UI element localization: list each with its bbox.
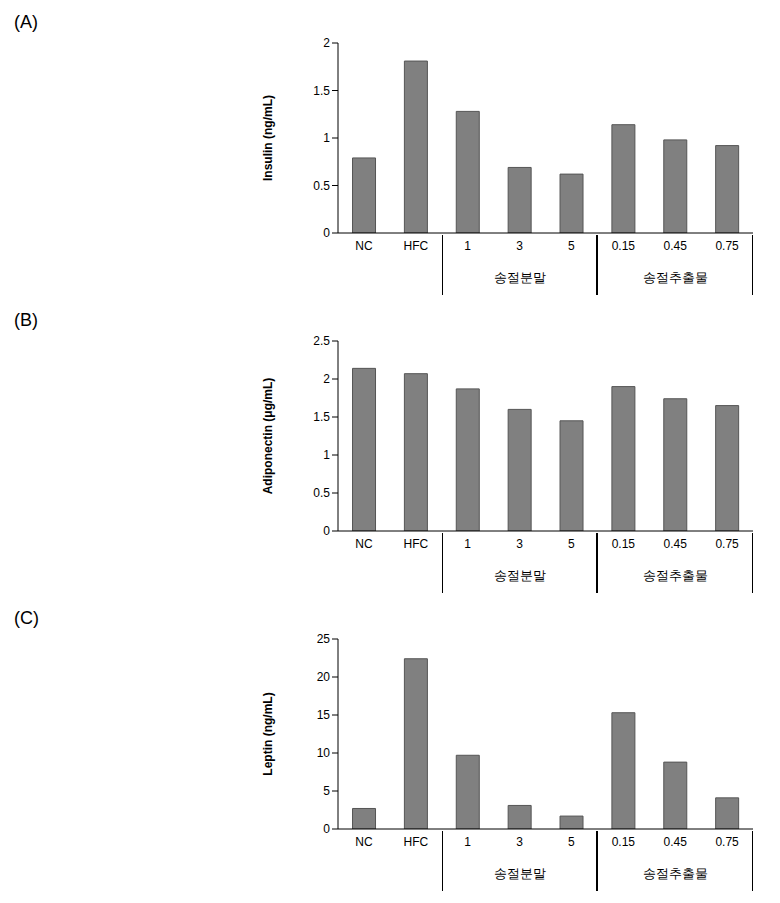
svg-text:10: 10 <box>317 746 331 760</box>
svg-text:Leptin (ng/mL): Leptin (ng/mL) <box>261 692 275 775</box>
svg-text:0.75: 0.75 <box>715 537 739 551</box>
svg-text:0.5: 0.5 <box>313 179 330 193</box>
html-text:송절추출물: 송절추출물 <box>642 568 708 583</box>
svg-text:0.45: 0.45 <box>664 537 688 551</box>
svg-text:1: 1 <box>323 448 330 462</box>
html-text:송절분말: 송절분말 <box>493 866 546 881</box>
svg-text:0: 0 <box>323 524 330 538</box>
svg-text:2: 2 <box>323 372 330 386</box>
html-text:(C): (C) <box>14 608 39 628</box>
svg-text:Adiponectin (μg/mL): Adiponectin (μg/mL) <box>261 378 275 495</box>
svg-text:0.45: 0.45 <box>664 239 688 253</box>
svg-text:HFC: HFC <box>403 239 428 253</box>
html-text:송절추출물: 송절추출물 <box>642 270 708 285</box>
html-text:송절분말: 송절분말 <box>493 270 546 285</box>
html-text:(B): (B) <box>14 310 38 330</box>
svg-text:3: 3 <box>516 239 523 253</box>
html-text:송절추출물: 송절추출물 <box>642 866 708 881</box>
svg-text:5: 5 <box>568 537 575 551</box>
svg-text:0.75: 0.75 <box>715 239 739 253</box>
svg-text:NC: NC <box>355 835 373 849</box>
svg-text:2.5: 2.5 <box>313 334 330 348</box>
svg-text:5: 5 <box>568 835 575 849</box>
svg-text:1: 1 <box>464 835 471 849</box>
svg-text:0.75: 0.75 <box>715 835 739 849</box>
svg-text:2: 2 <box>323 36 330 50</box>
svg-text:25: 25 <box>317 632 331 646</box>
svg-text:20: 20 <box>317 670 331 684</box>
svg-text:5: 5 <box>568 239 575 253</box>
svg-text:1: 1 <box>464 537 471 551</box>
svg-text:5: 5 <box>323 784 330 798</box>
html-text:송절분말: 송절분말 <box>493 568 546 583</box>
svg-text:0.5: 0.5 <box>313 486 330 500</box>
svg-text:3: 3 <box>516 537 523 551</box>
svg-text:0.45: 0.45 <box>664 835 688 849</box>
svg-text:0: 0 <box>323 822 330 836</box>
svg-text:Insulin (ng/mL): Insulin (ng/mL) <box>261 95 275 181</box>
svg-text:0.15: 0.15 <box>612 239 636 253</box>
svg-text:HFC: HFC <box>403 835 428 849</box>
svg-text:HFC: HFC <box>403 537 428 551</box>
svg-text:NC: NC <box>355 239 373 253</box>
svg-text:3: 3 <box>516 835 523 849</box>
svg-text:1: 1 <box>464 239 471 253</box>
svg-text:1.5: 1.5 <box>313 84 330 98</box>
svg-text:0.15: 0.15 <box>612 537 636 551</box>
svg-text:1: 1 <box>323 131 330 145</box>
svg-text:15: 15 <box>317 708 331 722</box>
svg-text:0: 0 <box>323 226 330 240</box>
svg-text:1.5: 1.5 <box>313 410 330 424</box>
svg-text:0.15: 0.15 <box>612 835 636 849</box>
html-text:(A): (A) <box>14 12 38 32</box>
svg-text:NC: NC <box>355 537 373 551</box>
